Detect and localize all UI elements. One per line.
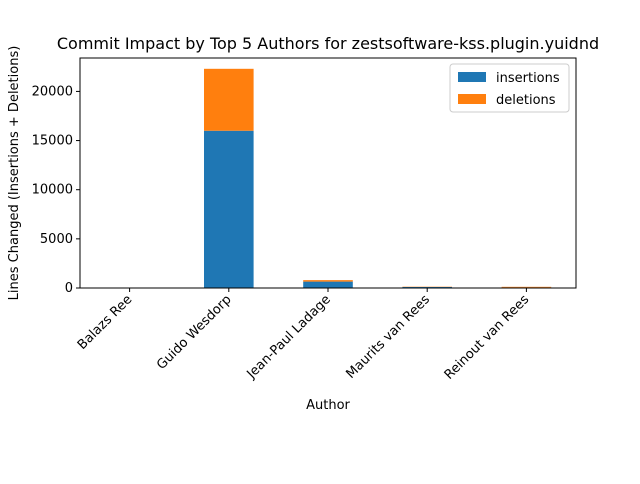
- y-tick-label-3: 15000: [32, 134, 73, 149]
- bar-deletions-2: [303, 280, 353, 281]
- x-tick-label-4: Reinout van Rees: [442, 292, 533, 383]
- y-tick-label-0: 0: [65, 281, 73, 296]
- y-axis-label: Lines Changed (Insertions + Deletions): [7, 46, 22, 301]
- x-axis-label: Author: [306, 398, 350, 413]
- legend-label-insertions: insertions: [496, 71, 560, 86]
- y-tick-label-1: 5000: [40, 232, 73, 247]
- x-tick-label-3: Maurits van Rees: [343, 292, 433, 382]
- chart-title: Commit Impact by Top 5 Authors for zests…: [57, 34, 599, 53]
- bar-deletions-1: [204, 69, 254, 131]
- y-tick-label-4: 20000: [32, 84, 73, 99]
- legend: insertions deletions: [450, 64, 569, 112]
- y-tick-label-2: 10000: [32, 183, 73, 198]
- y-axis: 0 5000 10000 15000 20000: [32, 84, 80, 296]
- x-tick-label-2: Jean-Paul Ladage: [244, 292, 334, 382]
- x-tick-label-0: Balazs Ree: [75, 292, 136, 353]
- bar-insertions-2: [303, 282, 353, 288]
- bar-insertions-1: [204, 131, 254, 288]
- legend-swatch-insertions: [458, 72, 486, 82]
- legend-label-deletions: deletions: [496, 93, 556, 108]
- legend-swatch-deletions: [458, 94, 486, 104]
- bar-deletions-4: [502, 287, 552, 288]
- x-tick-label-1: Guido Wesdorp: [154, 292, 235, 373]
